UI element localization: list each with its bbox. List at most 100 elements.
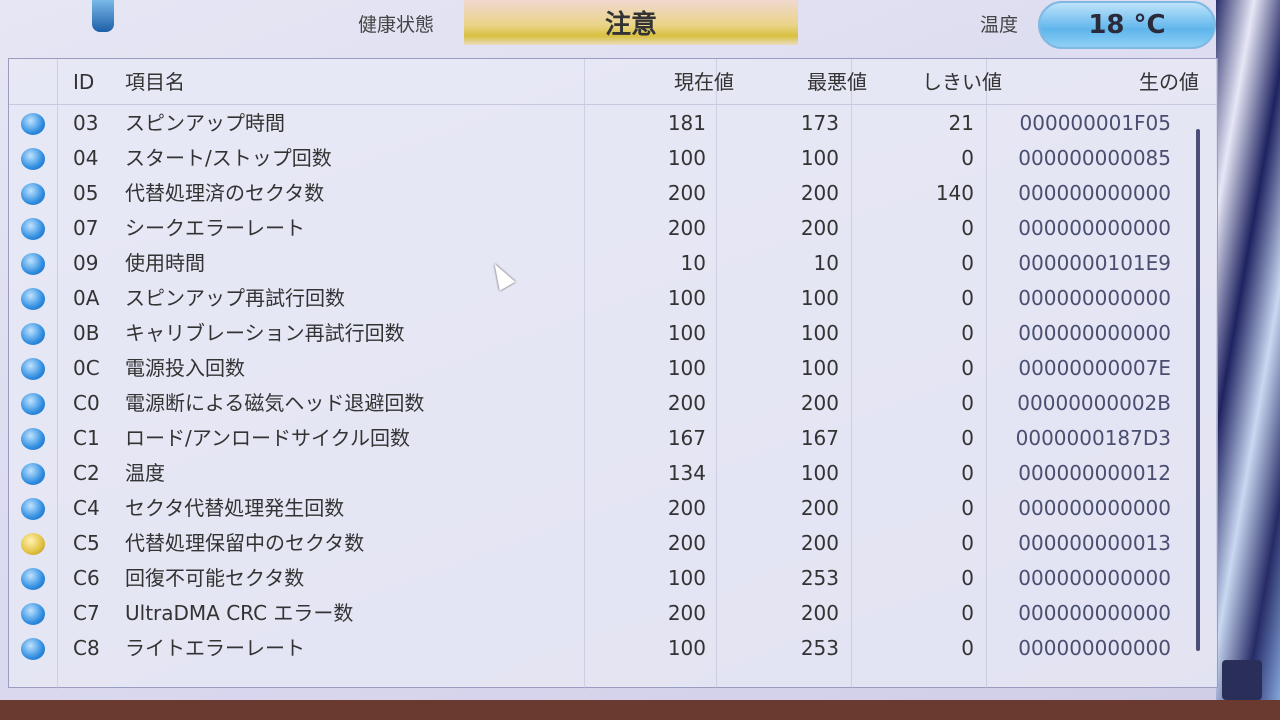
status-good-icon xyxy=(21,113,45,135)
status-caution-icon xyxy=(21,533,45,555)
status-good-icon xyxy=(21,253,45,275)
table-row[interactable]: 03 スピンアップ時間 181 173 21 000000001F05 xyxy=(9,106,1189,141)
table-row[interactable]: C4 セクタ代替処理発生回数 200 200 0 000000000000 xyxy=(9,491,1189,526)
raw-value: 000000000013 xyxy=(1018,531,1171,555)
column-header-raw[interactable]: 生の値 xyxy=(1139,70,1199,94)
table-row[interactable]: C6 回復不可能セクタ数 100 253 0 000000000000 xyxy=(9,561,1189,596)
raw-value: 00000000007E xyxy=(1018,356,1171,380)
attribute-name: 使用時間 xyxy=(125,251,205,275)
table-row[interactable]: 0B キャリブレーション再試行回数 100 100 0 000000000000 xyxy=(9,316,1189,351)
attribute-name: 温度 xyxy=(125,461,165,485)
table-row[interactable]: 0A スピンアップ再試行回数 100 100 0 000000000000 xyxy=(9,281,1189,316)
table-row[interactable]: C1 ロード/アンロードサイクル回数 167 167 0 0000000187D… xyxy=(9,421,1189,456)
attribute-id: C8 xyxy=(73,636,100,660)
current-value: 200 xyxy=(667,531,706,555)
table-row[interactable]: C0 電源断による磁気ヘッド退避回数 200 200 0 00000000002… xyxy=(9,386,1189,421)
raw-value: 000000000000 xyxy=(1018,181,1171,205)
current-value: 134 xyxy=(667,461,706,485)
attribute-name: 電源断による磁気ヘッド退避回数 xyxy=(125,391,425,415)
smart-attributes-table: ID 項目名 現在値 最悪値 しきい値 生の値 03 スピンアップ時間 181 … xyxy=(8,58,1218,689)
threshold-value: 0 xyxy=(961,426,974,450)
attribute-name: 代替処理保留中のセクタ数 xyxy=(125,531,365,555)
worst-value: 200 xyxy=(800,181,839,205)
threshold-value: 0 xyxy=(961,566,974,590)
table-row[interactable]: 05 代替処理済のセクタ数 200 200 140 000000000000 xyxy=(9,176,1189,211)
column-header-id[interactable]: ID xyxy=(73,70,95,94)
current-value: 181 xyxy=(667,111,706,135)
temperature-badge[interactable]: 18 °C xyxy=(1038,1,1216,49)
status-good-icon xyxy=(21,498,45,520)
worst-value: 253 xyxy=(800,636,839,660)
attribute-id: 07 xyxy=(73,216,99,240)
table-row[interactable]: 07 シークエラーレート 200 200 0 000000000000 xyxy=(9,211,1189,246)
current-value: 100 xyxy=(667,286,706,310)
attribute-name: UltraDMA CRC エラー数 xyxy=(125,601,354,625)
raw-value: 000000000000 xyxy=(1018,636,1171,660)
worst-value: 200 xyxy=(800,601,839,625)
column-divider xyxy=(57,59,58,689)
raw-value: 000000000000 xyxy=(1018,566,1171,590)
column-header-current[interactable]: 現在値 xyxy=(674,70,734,94)
threshold-value: 0 xyxy=(961,531,974,555)
threshold-value: 0 xyxy=(961,391,974,415)
current-value: 100 xyxy=(667,356,706,380)
threshold-value: 0 xyxy=(961,251,974,275)
raw-value: 000000000000 xyxy=(1018,286,1171,310)
column-divider xyxy=(584,59,585,689)
attribute-id: 05 xyxy=(73,181,99,205)
status-good-icon xyxy=(21,323,45,345)
app-logo xyxy=(1222,660,1262,700)
column-header-name[interactable]: 項目名 xyxy=(125,70,185,94)
current-value: 200 xyxy=(667,216,706,240)
worst-value: 167 xyxy=(800,426,839,450)
status-good-icon xyxy=(21,393,45,415)
attribute-id: C0 xyxy=(73,391,100,415)
table-row[interactable]: 09 使用時間 10 10 0 0000000101E9 xyxy=(9,246,1189,281)
scrollbar[interactable] xyxy=(1196,129,1200,651)
attribute-name: ライトエラーレート xyxy=(125,636,305,660)
threshold-value: 0 xyxy=(961,636,974,660)
attribute-name: 電源投入回数 xyxy=(125,356,245,380)
table-row[interactable]: C8 ライトエラーレート 100 253 0 000000000000 xyxy=(9,631,1189,666)
attribute-name: シークエラーレート xyxy=(125,216,305,240)
attribute-id: C4 xyxy=(73,496,100,520)
threshold-value: 21 xyxy=(948,111,974,135)
worst-value: 200 xyxy=(800,531,839,555)
threshold-value: 0 xyxy=(961,286,974,310)
drive-icon[interactable] xyxy=(92,0,114,32)
attribute-id: C7 xyxy=(73,601,100,625)
attribute-id: 09 xyxy=(73,251,99,275)
current-value: 10 xyxy=(680,251,706,275)
worst-value: 200 xyxy=(800,216,839,240)
attribute-name: 回復不可能セクタ数 xyxy=(125,566,305,590)
table-row[interactable]: 04 スタート/ストップ回数 100 100 0 000000000085 xyxy=(9,141,1189,176)
table-row[interactable]: C5 代替処理保留中のセクタ数 200 200 0 000000000013 xyxy=(9,526,1189,561)
threshold-value: 0 xyxy=(961,461,974,485)
attribute-name: スピンアップ時間 xyxy=(125,111,285,135)
raw-value: 0000000101E9 xyxy=(1018,251,1171,275)
worst-value: 100 xyxy=(800,461,839,485)
health-status-badge[interactable]: 注意 xyxy=(464,0,798,45)
column-header-threshold[interactable]: しきい値 xyxy=(922,70,1002,94)
attribute-id: C1 xyxy=(73,426,100,450)
temperature-label: 温度 xyxy=(980,14,1019,36)
current-value: 200 xyxy=(667,181,706,205)
worst-value: 100 xyxy=(800,356,839,380)
table-header: ID 項目名 現在値 最悪値 しきい値 生の値 xyxy=(9,59,1217,105)
table-row[interactable]: 0C 電源投入回数 100 100 0 00000000007E xyxy=(9,351,1189,386)
worst-value: 200 xyxy=(800,496,839,520)
table-row[interactable]: C7 UltraDMA CRC エラー数 200 200 0 000000000… xyxy=(9,596,1189,631)
raw-value: 000000000000 xyxy=(1018,321,1171,345)
table-row[interactable]: C2 温度 134 100 0 000000000012 xyxy=(9,456,1189,491)
attribute-name: スタート/ストップ回数 xyxy=(125,146,332,170)
current-value: 200 xyxy=(667,601,706,625)
current-value: 100 xyxy=(667,146,706,170)
status-good-icon xyxy=(21,358,45,380)
raw-value: 000000000012 xyxy=(1018,461,1171,485)
attribute-name: キャリブレーション再試行回数 xyxy=(125,321,405,345)
current-value: 167 xyxy=(667,426,706,450)
attribute-id: 0C xyxy=(73,356,100,380)
column-header-worst[interactable]: 最悪値 xyxy=(807,70,867,94)
attribute-id: 0A xyxy=(73,286,100,310)
threshold-value: 0 xyxy=(961,321,974,345)
